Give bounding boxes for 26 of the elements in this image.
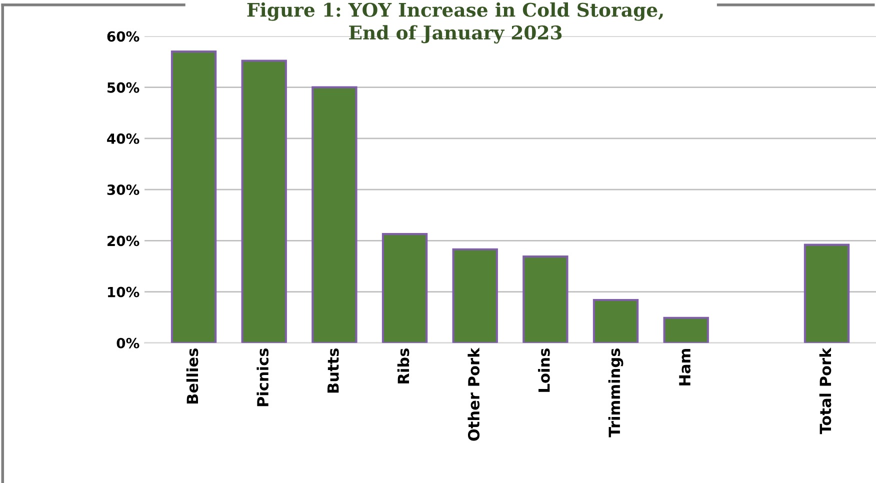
y-tick-label: 10% bbox=[108, 286, 140, 298]
x-tick-label: Picnics bbox=[256, 348, 269, 406]
x-tick-label: Butts bbox=[328, 348, 339, 393]
bar bbox=[170, 50, 217, 343]
x-tick-label: Bellies bbox=[186, 348, 198, 404]
bar bbox=[241, 60, 287, 343]
x-tick-label: Other Pork bbox=[468, 348, 480, 441]
x-tick-label: Trimmings bbox=[608, 348, 624, 438]
bar bbox=[592, 298, 639, 343]
y-tick-label: 0% bbox=[116, 338, 140, 348]
bar bbox=[663, 316, 709, 343]
x-tick-label: Total Pork bbox=[819, 348, 832, 434]
x-tick-label: Loins bbox=[538, 348, 550, 392]
chart-title: Figure 1: YOY Increase in Cold Storage, End of January 2023 bbox=[247, 2, 663, 44]
y-tick-label: 30% bbox=[107, 184, 140, 196]
bar bbox=[804, 244, 850, 343]
y-tick-label: 40% bbox=[107, 133, 140, 144]
bar bbox=[382, 233, 428, 343]
bar bbox=[312, 86, 358, 343]
y-tick-label: 20% bbox=[108, 236, 140, 246]
x-tick-label: Ham bbox=[679, 349, 691, 386]
y-tick-label: 60% bbox=[107, 31, 140, 42]
bar bbox=[522, 255, 568, 343]
bar bbox=[452, 248, 498, 343]
y-tick-label: 50% bbox=[108, 82, 140, 93]
x-tick-label: Ribs bbox=[397, 348, 410, 384]
